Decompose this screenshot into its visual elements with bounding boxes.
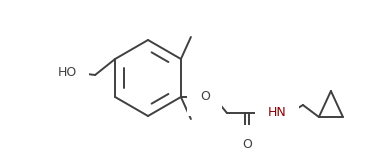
Text: HO: HO <box>58 66 77 80</box>
Text: O: O <box>200 90 210 103</box>
Text: HN: HN <box>268 107 286 119</box>
Text: O: O <box>242 137 252 151</box>
